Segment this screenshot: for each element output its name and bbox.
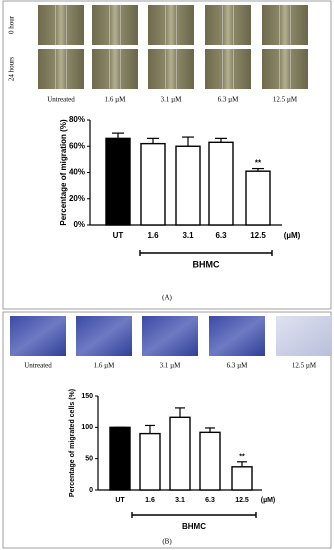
significance: ** — [239, 454, 245, 461]
chart: 0 50 100 150 Percentage of migrated cells (%… — [69, 389, 275, 531]
group-label: BHMC — [193, 259, 220, 269]
photo — [92, 49, 138, 89]
x-tick-label: 3.1 — [175, 497, 185, 504]
bar — [231, 466, 253, 491]
significance: ** — [255, 159, 262, 168]
x-tick-label: 3.1 — [182, 231, 194, 240]
bar — [105, 137, 131, 226]
column-label: 1.6 µM — [105, 96, 127, 104]
panel-b-frame — [2, 311, 332, 549]
column-label: 12.5 µM — [292, 362, 317, 370]
y-tick-label: 50 — [85, 456, 93, 463]
x-tick-label: 12.5 — [235, 497, 249, 504]
bar — [175, 145, 201, 226]
y-tick-label: 0 — [89, 487, 93, 494]
x-tick-label: 6.3 — [215, 231, 227, 240]
y-tick-label: 20% — [69, 194, 85, 203]
unit-label: (µM) — [261, 497, 276, 504]
column-label: Untreated — [24, 362, 52, 370]
x-tick-label: 1.6 — [147, 231, 159, 240]
photo — [142, 316, 198, 356]
panel-label: (A) — [162, 294, 172, 302]
column-label: 3.1 µM — [160, 362, 182, 370]
chart: 0% 20% 40% 60% 80%Percentage of migration (%… — [59, 115, 301, 269]
photo-grid: 0 hour 24 hours Untreated 1.6 µM 3.1 µM 6.3 µ… — [8, 5, 332, 370]
y-tick-label: 60% — [69, 141, 85, 150]
column-label: 6.3 µM — [227, 362, 249, 370]
y-tick-label: 80% — [69, 115, 85, 124]
bar — [109, 426, 131, 491]
unit-label: (µM) — [284, 231, 301, 240]
column-label: Untreated — [47, 96, 75, 104]
bar — [199, 431, 221, 491]
x-tick-label: UT — [113, 231, 124, 240]
bar — [245, 170, 271, 226]
bar — [140, 142, 166, 226]
y-tick-label: 150 — [81, 393, 93, 400]
photo — [10, 316, 66, 356]
row-label: 24 hours — [8, 57, 16, 82]
y-axis-label: Percentage of migrated cells (%) — [69, 389, 76, 497]
panel-label: (B) — [162, 538, 172, 546]
x-tick-label: UT — [115, 497, 125, 504]
column-label: 6.3 µM — [218, 96, 240, 104]
panel-a-frame — [2, 0, 332, 310]
bar — [139, 432, 161, 491]
column-label: 12.5 µM — [273, 96, 298, 104]
column-label: 1.6 µM — [94, 362, 116, 370]
y-tick-label: 40% — [69, 168, 85, 177]
group-label: BHMC — [182, 522, 206, 531]
photo — [92, 5, 138, 45]
photo — [205, 5, 251, 45]
photo — [38, 5, 84, 45]
bar — [169, 416, 191, 491]
photo — [276, 316, 332, 356]
y-axis-label: Percentage of migration (%) — [59, 119, 68, 226]
y-tick-label: 100 — [81, 424, 93, 431]
photo — [262, 49, 308, 89]
photo — [148, 5, 194, 45]
x-tick-label: 12.5 — [250, 231, 266, 240]
photo — [76, 316, 132, 356]
photo — [38, 49, 84, 89]
x-tick-label: 1.6 — [145, 497, 155, 504]
photo — [205, 49, 251, 89]
column-label: 3.1 µM — [161, 96, 183, 104]
photo — [262, 5, 308, 45]
y-tick-label: 0% — [73, 220, 85, 229]
bar — [208, 141, 234, 226]
photo — [148, 49, 194, 89]
photo — [209, 316, 265, 356]
row-label: 0 hour — [8, 15, 16, 34]
x-tick-label: 6.3 — [205, 497, 215, 504]
